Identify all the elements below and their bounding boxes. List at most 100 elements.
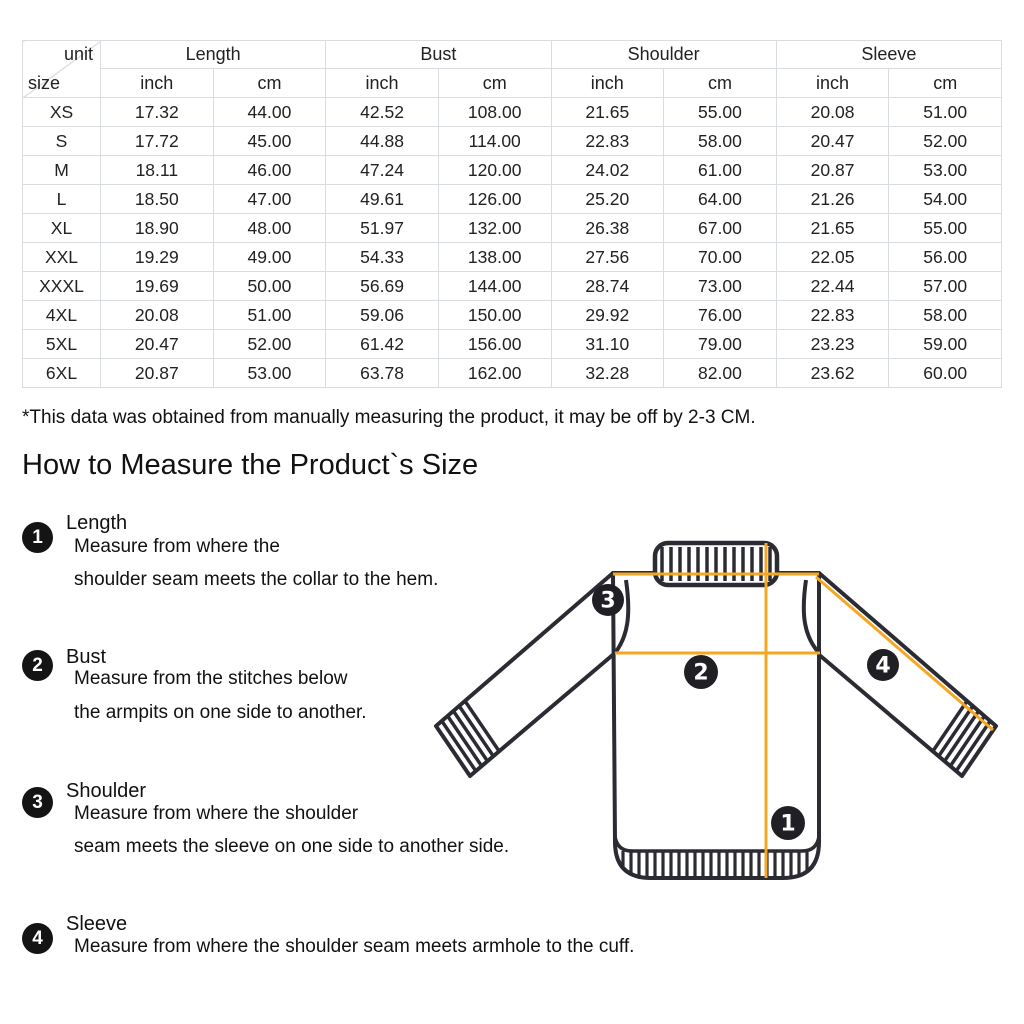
unit-header: inch	[550, 68, 665, 98]
unit-header: cm	[437, 68, 552, 98]
value-cell: 19.69	[100, 271, 214, 301]
value-cell: 42.52	[325, 97, 439, 127]
value-cell: 23.62	[775, 358, 890, 388]
value-cell: 23.23	[775, 329, 890, 359]
value-cell: 54.00	[888, 184, 1002, 214]
table-row: 6XL 20.87 53.00 63.78 162.00 32.28 82.00…	[22, 358, 1002, 388]
value-cell: 150.00	[437, 300, 552, 330]
diagram-badge-2-number: 2	[693, 661, 708, 686]
number-4-badge: 4	[22, 923, 53, 954]
value-cell: 20.08	[100, 300, 214, 330]
value-cell: 26.38	[550, 213, 665, 243]
right-cuff-ribbing	[931, 700, 992, 772]
value-cell: 22.83	[550, 126, 665, 156]
hem-band-top-line	[613, 835, 819, 853]
unit-header: inch	[775, 68, 890, 98]
value-cell: 21.65	[550, 97, 665, 127]
table-row: 5XL 20.47 52.00 61.42 156.00 31.10 79.00…	[22, 329, 1002, 359]
measurement-disclaimer-note: *This data was obtained from manually me…	[22, 407, 756, 428]
value-cell: 132.00	[437, 213, 552, 243]
value-cell: 18.50	[100, 184, 214, 214]
value-cell: 120.00	[437, 155, 552, 185]
value-cell: 55.00	[663, 97, 777, 127]
size-cell: S	[22, 126, 101, 156]
size-cell: XXXL	[22, 271, 101, 301]
value-cell: 32.28	[550, 358, 665, 388]
value-cell: 50.00	[212, 271, 327, 301]
table-row: L 18.50 47.00 49.61 126.00 25.20 64.00 2…	[22, 184, 1002, 214]
value-cell: 47.24	[325, 155, 439, 185]
unit-header: cm	[212, 68, 327, 98]
instruction-bust-line1: Measure from the stitches below	[74, 668, 348, 689]
value-cell: 53.00	[212, 358, 327, 388]
value-cell: 27.56	[550, 242, 665, 272]
size-cell: 5XL	[22, 329, 101, 359]
table-row: M 18.11 46.00 47.24 120.00 24.02 61.00 2…	[22, 155, 1002, 185]
value-cell: 52.00	[212, 329, 327, 359]
value-cell: 67.00	[663, 213, 777, 243]
col-group-length: Length	[99, 40, 327, 69]
value-cell: 108.00	[437, 97, 552, 127]
corner-cell: unit size	[22, 40, 101, 98]
value-cell: 20.08	[775, 97, 890, 127]
diagram-badge-3-number: 3	[600, 589, 615, 614]
value-cell: 47.00	[212, 184, 327, 214]
value-cell: 18.11	[100, 155, 214, 185]
corner-unit-label: unit	[63, 44, 93, 64]
value-cell: 56.69	[325, 271, 439, 301]
value-cell: 44.88	[325, 126, 439, 156]
instruction-bust-line2: the armpits on one side to another.	[74, 702, 367, 723]
value-cell: 73.00	[663, 271, 777, 301]
instruction-sleeve-title: Sleeve	[66, 913, 128, 935]
value-cell: 22.83	[775, 300, 890, 330]
value-cell: 79.00	[663, 329, 777, 359]
diagram-badge-4: 4	[867, 649, 899, 681]
col-group-sleeve: Sleeve	[775, 40, 1003, 69]
diagram-badge-2: 2	[684, 655, 718, 689]
value-cell: 53.00	[888, 155, 1002, 185]
value-cell: 138.00	[437, 242, 552, 272]
table-row: S 17.72 45.00 44.88 114.00 22.83 58.00 2…	[22, 126, 1002, 156]
instruction-sleeve-line1: Measure from where the shoulder seam mee…	[74, 936, 635, 957]
value-cell: 17.32	[100, 97, 214, 127]
left-sleeve	[434, 571, 617, 778]
value-cell: 60.00	[888, 358, 1002, 388]
how-to-measure-heading: How to Measure the Product`s Size	[22, 449, 479, 481]
value-cell: 51.97	[325, 213, 439, 243]
value-cell: 19.29	[100, 242, 214, 272]
value-cell: 20.47	[775, 126, 890, 156]
right-sleeve	[815, 571, 998, 778]
size-cell: 4XL	[22, 300, 101, 330]
value-cell: 156.00	[437, 329, 552, 359]
table-row: XXXL 19.69 50.00 56.69 144.00 28.74 73.0…	[22, 271, 1002, 301]
unit-header: cm	[663, 68, 777, 98]
armhole-seams	[613, 579, 821, 655]
value-cell: 58.00	[888, 300, 1002, 330]
value-cell: 51.00	[888, 97, 1002, 127]
value-cell: 17.72	[100, 126, 214, 156]
sleeve-measure-line	[815, 575, 994, 732]
value-cell: 48.00	[212, 213, 327, 243]
value-cell: 24.02	[550, 155, 665, 185]
number-3-badge: 3	[22, 787, 53, 818]
size-cell: 6XL	[22, 358, 101, 388]
value-cell: 114.00	[437, 126, 552, 156]
value-cell: 64.00	[663, 184, 777, 214]
corner-size-label: size	[28, 73, 61, 93]
value-cell: 63.78	[325, 358, 439, 388]
value-cell: 61.42	[325, 329, 439, 359]
value-cell: 45.00	[212, 126, 327, 156]
table-row: XXL 19.29 49.00 54.33 138.00 27.56 70.00…	[22, 242, 1002, 272]
size-cell: L	[22, 184, 101, 214]
value-cell: 54.33	[325, 242, 439, 272]
value-cell: 20.87	[100, 358, 214, 388]
value-cell: 126.00	[437, 184, 552, 214]
value-cell: 70.00	[663, 242, 777, 272]
diagram-badge-3: 3	[592, 584, 624, 616]
value-cell: 44.00	[212, 97, 327, 127]
value-cell: 20.87	[775, 155, 890, 185]
value-cell: 52.00	[888, 126, 1002, 156]
value-cell: 31.10	[550, 329, 665, 359]
instruction-shoulder-line1: Measure from where the shoulder	[74, 803, 359, 824]
